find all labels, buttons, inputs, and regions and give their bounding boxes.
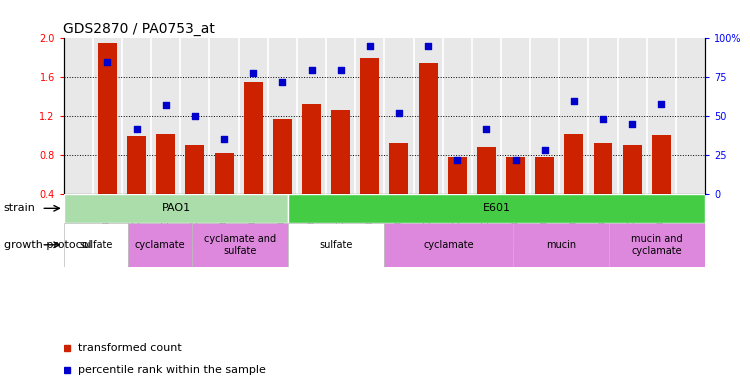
- Text: mucin: mucin: [546, 240, 576, 250]
- Point: [305, 66, 317, 73]
- Point: [597, 116, 609, 122]
- Bar: [214, 153, 233, 194]
- Bar: [384, 223, 513, 267]
- Text: transformed count: transformed count: [78, 343, 182, 354]
- Bar: [506, 157, 525, 194]
- Bar: [185, 145, 205, 194]
- Point: [276, 79, 288, 85]
- Point: [160, 102, 172, 108]
- Bar: [98, 43, 117, 194]
- Point: [218, 136, 230, 142]
- Bar: [156, 134, 176, 194]
- Bar: [448, 157, 466, 194]
- Text: mucin and
cyclamate: mucin and cyclamate: [631, 234, 682, 256]
- Bar: [128, 136, 146, 194]
- Bar: [332, 110, 350, 194]
- Bar: [128, 223, 192, 267]
- Bar: [609, 223, 705, 267]
- Bar: [64, 223, 128, 267]
- Bar: [192, 223, 288, 267]
- Point: [422, 43, 434, 49]
- Text: cyclamate and
sulfate: cyclamate and sulfate: [204, 234, 276, 256]
- Point: [481, 126, 493, 132]
- Text: cyclamate: cyclamate: [135, 240, 185, 250]
- Point: [248, 70, 259, 76]
- Point: [452, 157, 464, 163]
- Bar: [477, 147, 496, 194]
- Text: sulfate: sulfate: [320, 240, 353, 250]
- Text: PAO1: PAO1: [161, 203, 190, 214]
- Bar: [302, 104, 321, 194]
- Point: [568, 98, 580, 104]
- Bar: [513, 223, 609, 267]
- Text: cyclamate: cyclamate: [423, 240, 474, 250]
- Bar: [593, 143, 613, 194]
- Point: [101, 59, 113, 65]
- Bar: [652, 135, 670, 194]
- Bar: [360, 58, 380, 194]
- Point: [334, 66, 346, 73]
- Point: [626, 121, 638, 127]
- Text: percentile rank within the sample: percentile rank within the sample: [78, 364, 266, 375]
- Bar: [564, 134, 584, 194]
- Text: GDS2870 / PA0753_at: GDS2870 / PA0753_at: [63, 22, 215, 36]
- Text: E601: E601: [482, 203, 511, 214]
- Bar: [273, 119, 292, 194]
- Text: strain: strain: [4, 203, 36, 214]
- Text: growth protocol: growth protocol: [4, 240, 92, 250]
- Point: [130, 126, 142, 132]
- Bar: [389, 143, 409, 194]
- Bar: [622, 145, 641, 194]
- Point: [538, 147, 550, 154]
- Point: [189, 113, 201, 119]
- Point: [364, 43, 376, 49]
- Text: sulfate: sulfate: [80, 240, 112, 250]
- Bar: [419, 63, 437, 194]
- Bar: [64, 194, 288, 223]
- Bar: [244, 82, 262, 194]
- Point: [393, 110, 405, 116]
- Point: [656, 101, 668, 107]
- Point: [509, 157, 521, 163]
- Bar: [288, 194, 705, 223]
- Bar: [288, 223, 384, 267]
- Bar: [536, 157, 554, 194]
